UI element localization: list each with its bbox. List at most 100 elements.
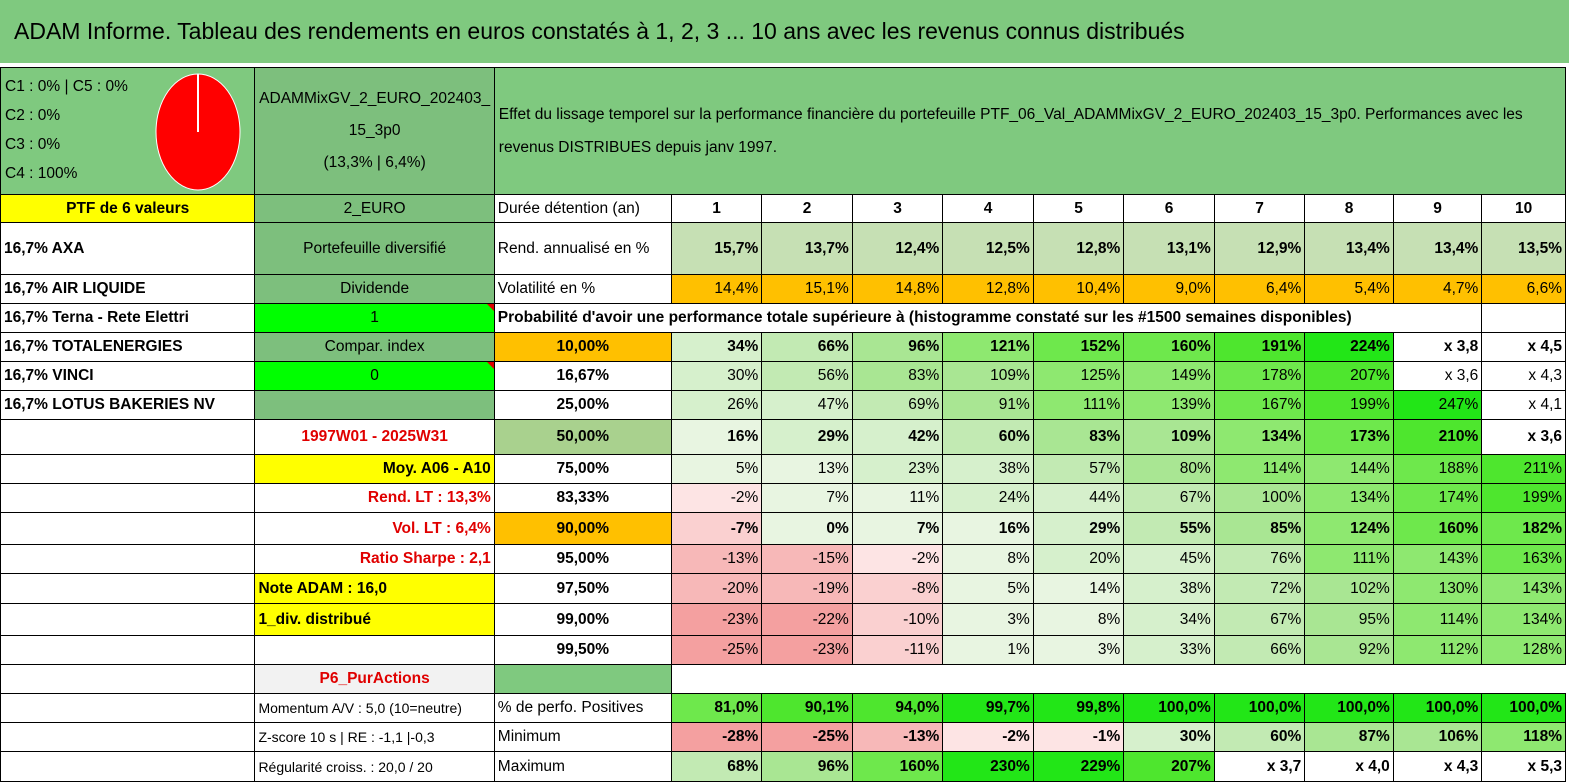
period-label: 1997W01 - 2025W31 [254, 419, 495, 455]
holding-air-liquide: 16,7% AIR LIQUIDE [0, 274, 256, 304]
probability-value: 130% [1392, 573, 1483, 604]
vol-value: 6,6% [1481, 274, 1566, 304]
effect-description: Effet du lissage temporel sur la perform… [493, 67, 1567, 195]
probability-value: 121% [942, 332, 1034, 362]
probability-value: 167% [1213, 390, 1306, 420]
probability-threshold: 83,33% [493, 483, 672, 513]
probability-value: 45% [1123, 544, 1215, 574]
year-header-5: 5 [1032, 194, 1125, 223]
probability-value: 26% [670, 390, 763, 420]
maximum-value: 230% [942, 751, 1034, 782]
rend-value: 12,4% [851, 222, 944, 275]
probability-value: 42% [851, 419, 944, 455]
table-row: 16,7% AIR LIQUIDE Dividende Volatilité en … [0, 274, 1566, 304]
maximum-value: x 4,0 [1304, 751, 1394, 782]
empty-green-cell [493, 664, 672, 694]
minimum-value: -28% [670, 722, 763, 752]
vol-lt-label: Vol. LT : 6,4% [254, 512, 495, 545]
table-row: P6_PurActions [0, 664, 1566, 694]
probability-value: 33% [1123, 635, 1215, 665]
probability-threshold: 50,00% [493, 419, 672, 455]
rend-value: 13,5% [1481, 222, 1566, 275]
probability-value: 67% [1123, 483, 1215, 513]
probability-value: 100% [1213, 483, 1306, 513]
rend-value: 12,8% [1032, 222, 1125, 275]
table-row: PTF de 6 valeurs 2_EURO Durée détention (a… [0, 194, 1566, 223]
probability-value: -8% [851, 573, 944, 604]
probability-value: 125% [1032, 361, 1125, 391]
probability-value: 55% [1123, 512, 1215, 545]
positive-value: 99,7% [942, 693, 1034, 723]
probability-value: 67% [1213, 603, 1306, 636]
minimum-value: 60% [1213, 722, 1306, 752]
probability-value: 34% [670, 332, 763, 362]
probability-value: -25% [670, 635, 763, 665]
probability-value: 57% [1032, 454, 1125, 484]
probability-value: 3% [1032, 635, 1125, 665]
rend-lt-label: Rend. LT : 13,3% [254, 483, 495, 513]
portfolio-name-cell: ADAMMixGV_2_EURO_202403_15_3p0 (13,3% | … [254, 67, 495, 195]
probability-value: 83% [1032, 419, 1125, 455]
probability-value: 44% [1032, 483, 1125, 513]
maximum-value: 68% [670, 751, 763, 782]
rend-label: Rend. annualisé en % [493, 222, 672, 275]
regularite-label: Régularité croiss. : 20,0 / 20 [254, 751, 495, 782]
table-row: Moy. A06 - A10 75,00% 5% 13% 23% 38% 57% 80% 114… [0, 454, 1566, 484]
holding-totalenergies: 16,7% TOTALENERGIES [0, 332, 256, 362]
maximum-value: 207% [1123, 751, 1215, 782]
zscore-label: Z-score 10 s | RE : -1,1 |-0,3 [254, 722, 495, 752]
probability-value: 30% [670, 361, 763, 391]
rend-value: 15,7% [670, 222, 763, 275]
probability-value: 102% [1304, 573, 1394, 604]
rend-value: 13,4% [1392, 222, 1483, 275]
probability-value: 96% [851, 332, 944, 362]
holding-lotus: 16,7% LOTUS BAKERIES NV [0, 390, 256, 420]
year-header-6: 6 [1123, 194, 1215, 223]
table-row: Vol. LT : 6,4% 90,00% -7% 0% 7% 16% 29% 55% 85% 1… [0, 512, 1566, 545]
probability-value: 66% [1213, 635, 1306, 665]
probability-value: -11% [851, 635, 944, 665]
probability-threshold: 99,50% [493, 635, 672, 665]
probability-label: Probabilité d'avoir une performance tota… [493, 303, 1483, 333]
probability-value: 144% [1304, 454, 1394, 484]
table-row: 16,7% Terna - Rete Elettri 1 Probabilité d… [0, 303, 1566, 333]
probability-value: 5% [670, 454, 763, 484]
empty-cell [0, 483, 256, 513]
probability-value: 114% [1213, 454, 1306, 484]
empty-cell [0, 419, 256, 455]
empty-cell [1481, 303, 1566, 333]
probability-value: 83% [851, 361, 944, 391]
table-row: 16,7% TOTALENERGIES Compar. index 10,00% 34… [0, 332, 1566, 362]
probability-value: 47% [761, 390, 853, 420]
probability-value: -2% [851, 544, 944, 574]
probability-threshold: 99,00% [493, 603, 672, 636]
probability-value: 16% [942, 512, 1034, 545]
empty-cell [0, 722, 256, 752]
probability-value: 199% [1481, 483, 1566, 513]
vol-value: 5,4% [1304, 274, 1394, 304]
note-adam-label: Note ADAM : 16,0 [254, 573, 495, 604]
probability-value: 14% [1032, 573, 1125, 604]
positive-label: % de perfo. Positives [493, 693, 672, 723]
year-header-9: 9 [1392, 194, 1483, 223]
positive-value: 81,0% [670, 693, 763, 723]
probability-value: 8% [942, 544, 1034, 574]
minimum-label: Minimum [493, 722, 672, 752]
year-header-1: 1 [670, 194, 763, 223]
minimum-value: 30% [1123, 722, 1215, 752]
dividende-label: Dividende [254, 274, 495, 304]
probability-value: 56% [761, 361, 853, 391]
probability-value: 60% [942, 419, 1034, 455]
compar-index: Compar. index [254, 332, 495, 362]
empty-cell [0, 512, 256, 545]
currency-label: 2_EURO [254, 194, 495, 223]
probability-value: 160% [1123, 332, 1215, 362]
table-row: Momentum A/V : 5,0 (10=neutre)% de perfo… [0, 693, 1566, 723]
indicator-one: 1 [254, 303, 495, 333]
probability-value: 163% [1481, 544, 1566, 574]
legend-c2: C2 : 0% [5, 107, 61, 124]
vol-value: 15,1% [761, 274, 853, 304]
probability-value: 112% [1392, 635, 1483, 665]
title-gap [0, 63, 1569, 67]
holding-axa: 16,7% AXA [0, 222, 256, 275]
